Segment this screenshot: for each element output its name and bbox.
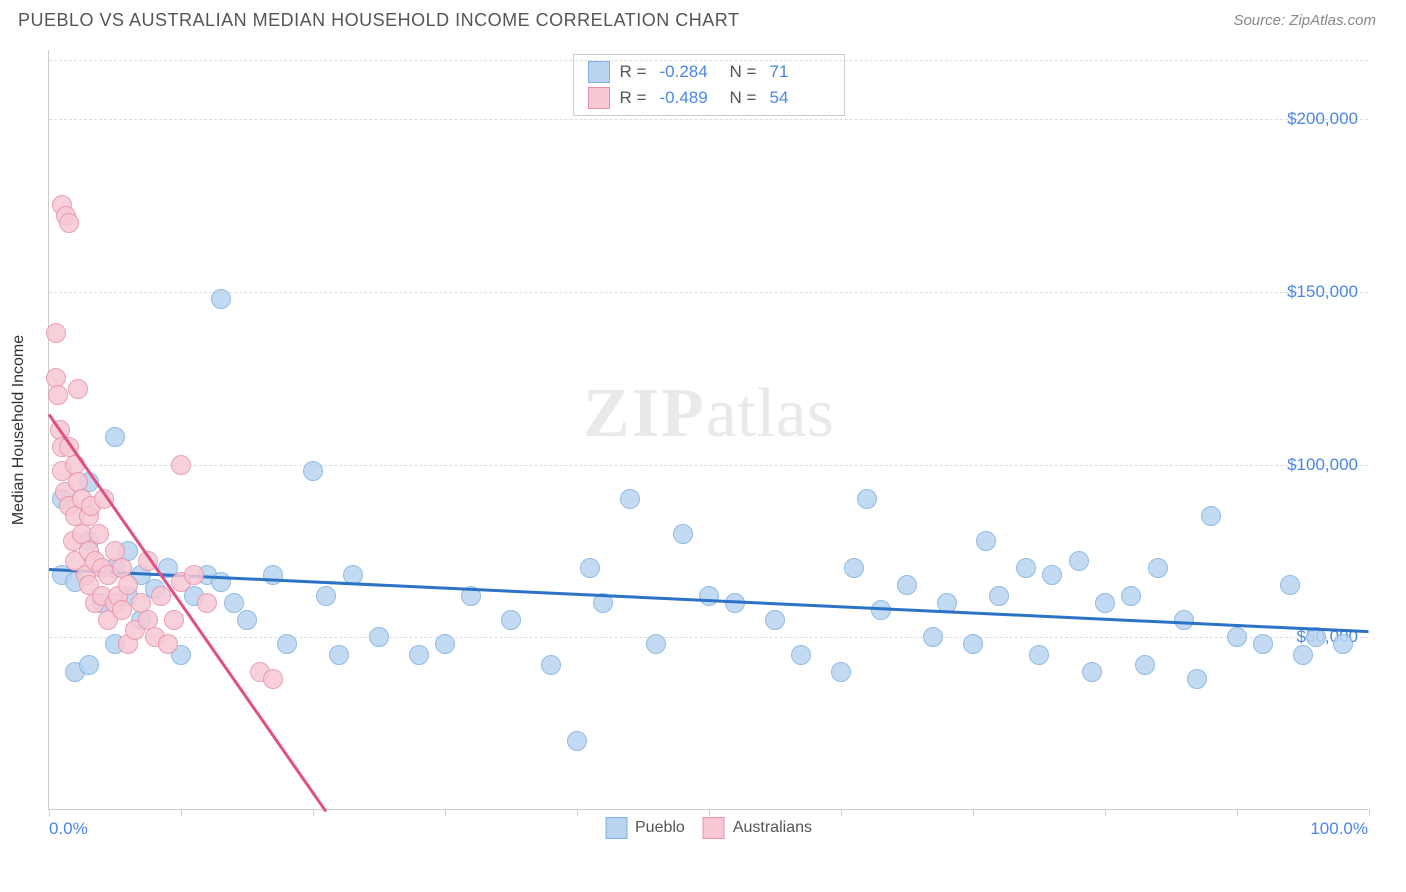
data-point	[963, 634, 983, 654]
x-tick	[1369, 809, 1370, 816]
data-point	[1042, 565, 1062, 585]
data-point	[277, 634, 297, 654]
swatch-pueblo-icon	[605, 817, 627, 839]
data-point	[501, 610, 521, 630]
data-point	[1069, 551, 1089, 571]
x-tick	[1237, 809, 1238, 816]
correlation-legend: R = -0.284 N = 71 R = -0.489 N = 54	[573, 54, 845, 116]
chart-header: PUEBLO VS AUSTRALIAN MEDIAN HOUSEHOLD IN…	[0, 0, 1406, 31]
data-point	[112, 600, 132, 620]
data-point	[567, 731, 587, 751]
x-tick	[181, 809, 182, 816]
legend-item-pueblo: Pueblo	[605, 817, 685, 839]
trend-line	[48, 413, 328, 812]
series-legend: Pueblo Australians	[605, 817, 812, 839]
data-point	[435, 634, 455, 654]
data-point	[1174, 610, 1194, 630]
swatch-australians	[588, 87, 610, 109]
data-point	[1280, 575, 1300, 595]
data-point	[1187, 669, 1207, 689]
data-point	[171, 455, 191, 475]
gridline	[49, 465, 1368, 466]
data-point	[68, 379, 88, 399]
y-axis-title: Median Household Income	[10, 334, 28, 524]
gridline	[49, 119, 1368, 120]
swatch-australians-icon	[703, 817, 725, 839]
x-tick	[577, 809, 578, 816]
data-point	[59, 213, 79, 233]
y-tick-label: $100,000	[1287, 455, 1358, 475]
data-point	[699, 586, 719, 606]
x-tick	[49, 809, 50, 816]
data-point	[46, 323, 66, 343]
data-point	[316, 586, 336, 606]
data-point	[48, 385, 68, 405]
data-point	[1333, 634, 1353, 654]
chart-title: PUEBLO VS AUSTRALIAN MEDIAN HOUSEHOLD IN…	[18, 10, 739, 31]
legend-row-pueblo: R = -0.284 N = 71	[588, 59, 830, 85]
gridline	[49, 292, 1368, 293]
data-point	[263, 565, 283, 585]
x-tick-label: 0.0%	[49, 819, 88, 839]
data-point	[1082, 662, 1102, 682]
data-point	[211, 289, 231, 309]
legend-item-australians: Australians	[703, 817, 812, 839]
gridline	[49, 60, 1368, 61]
data-point	[989, 586, 1009, 606]
data-point	[620, 489, 640, 509]
data-point	[1227, 627, 1247, 647]
data-point	[857, 489, 877, 509]
data-point	[1293, 645, 1313, 665]
data-point	[303, 461, 323, 481]
data-point	[976, 531, 996, 551]
data-point	[923, 627, 943, 647]
data-point	[1121, 586, 1141, 606]
legend-row-australians: R = -0.489 N = 54	[588, 85, 830, 111]
data-point	[673, 524, 693, 544]
data-point	[765, 610, 785, 630]
data-point	[831, 662, 851, 682]
chart-source: Source: ZipAtlas.com	[1233, 12, 1376, 29]
x-tick	[709, 809, 710, 816]
data-point	[1135, 655, 1155, 675]
data-point	[844, 558, 864, 578]
data-point	[224, 593, 244, 613]
data-point	[89, 524, 109, 544]
data-point	[197, 593, 217, 613]
data-point	[1095, 593, 1115, 613]
x-tick	[841, 809, 842, 816]
data-point	[79, 655, 99, 675]
x-tick	[313, 809, 314, 816]
data-point	[118, 575, 138, 595]
data-point	[158, 634, 178, 654]
data-point	[237, 610, 257, 630]
x-tick	[973, 809, 974, 816]
x-tick	[1105, 809, 1106, 816]
data-point	[184, 565, 204, 585]
data-point	[897, 575, 917, 595]
data-point	[791, 645, 811, 665]
data-point	[1029, 645, 1049, 665]
gridline	[49, 637, 1368, 638]
data-point	[329, 645, 349, 665]
x-tick-label: 100.0%	[1310, 819, 1368, 839]
x-tick	[445, 809, 446, 816]
swatch-pueblo	[588, 61, 610, 83]
data-point	[541, 655, 561, 675]
data-point	[646, 634, 666, 654]
data-point	[105, 427, 125, 447]
data-point	[1253, 634, 1273, 654]
y-tick-label: $150,000	[1287, 282, 1358, 302]
watermark: ZIPatlas	[583, 374, 834, 454]
data-point	[1201, 506, 1221, 526]
data-point	[1016, 558, 1036, 578]
data-point	[1148, 558, 1168, 578]
y-tick-label: $200,000	[1287, 109, 1358, 129]
data-point	[409, 645, 429, 665]
scatter-chart: Median Household Income ZIPatlas R = -0.…	[48, 50, 1368, 810]
data-point	[369, 627, 389, 647]
data-point	[580, 558, 600, 578]
data-point	[164, 610, 184, 630]
data-point	[263, 669, 283, 689]
